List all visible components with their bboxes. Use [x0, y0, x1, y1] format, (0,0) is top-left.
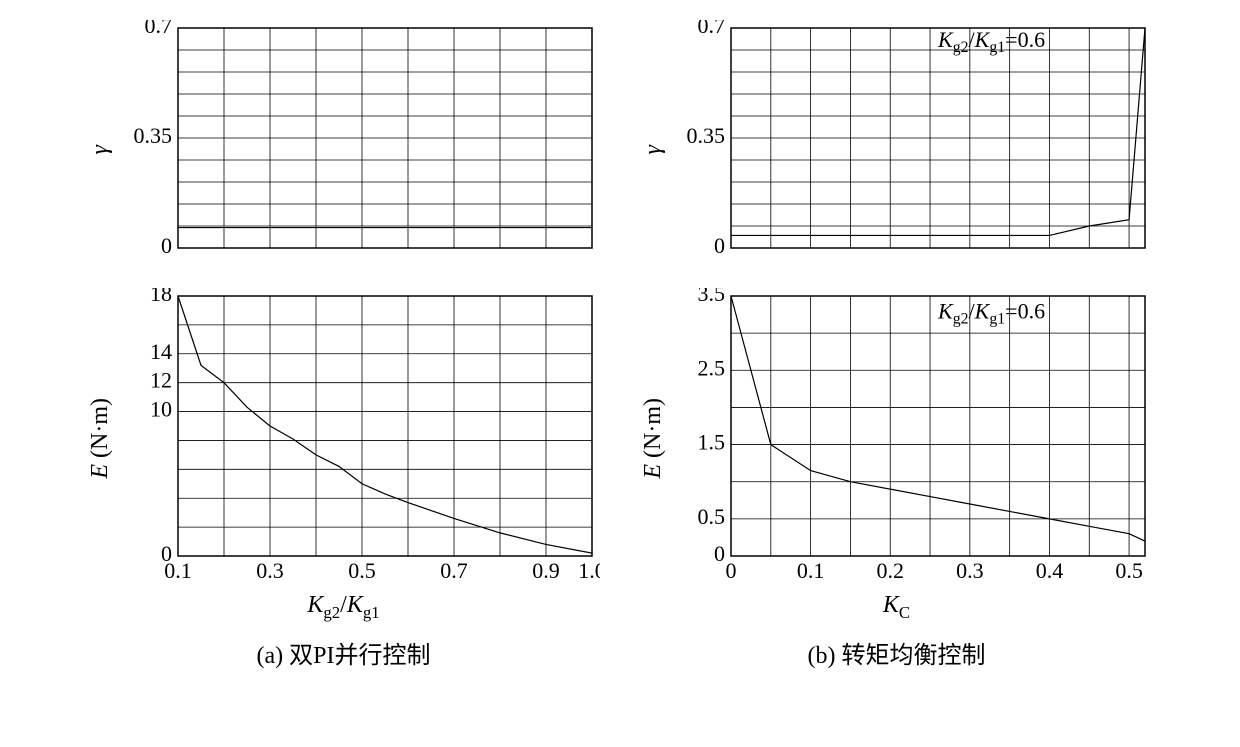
panel-a-top: 0 0.35 0.7: [120, 20, 600, 280]
xlabel-b: KC: [883, 592, 910, 623]
ylabel-a-top: γ: [87, 145, 114, 154]
panel-a-bottom: 0101214180.10.30.50.70.91.0: [120, 288, 600, 588]
svg-text:12: 12: [150, 368, 172, 393]
svg-text:0.35: 0.35: [134, 123, 173, 148]
svg-text:Kg2/Kg1=0.6: Kg2/Kg1=0.6: [937, 27, 1045, 56]
svg-text:0.3: 0.3: [956, 558, 984, 583]
panel-b-bottom: 0 0.5 1.5 2.5 3.5 0 0.1 0.2 0.3 0.4 0.5 Kg2/Kg1=0.6: [673, 288, 1153, 588]
svg-text:0: 0: [726, 558, 737, 583]
svg-text:0.4: 0.4: [1036, 558, 1064, 583]
svg-text:0.5: 0.5: [698, 504, 726, 529]
ylabel-a-bottom: E (N·m): [87, 398, 114, 479]
svg-text:0.5: 0.5: [348, 558, 376, 583]
svg-text:0.3: 0.3: [256, 558, 284, 583]
svg-text:0: 0: [714, 541, 725, 566]
svg-text:0.2: 0.2: [876, 558, 904, 583]
svg-text:0.5: 0.5: [1115, 558, 1143, 583]
panel-a-top-wrap: γ 0 0.35 0.7: [87, 20, 600, 280]
svg-text:0.1: 0.1: [164, 558, 192, 583]
svg-text:0: 0: [161, 233, 172, 258]
svg-text:0.7: 0.7: [440, 558, 468, 583]
svg-text:0: 0: [714, 233, 725, 258]
ylabel-b-top: γ: [640, 145, 667, 154]
figure: γ 0 0.35 0.7 E (N·m) 0 10 12 14 18 0.1 0.3 0.5 0.7…: [20, 20, 1220, 670]
panel-b-top-wrap: γ 0 0.35 0.7 Kg2/Kg1=0.6: [640, 20, 1153, 280]
caption-b: (b) 转矩均衡控制: [808, 635, 986, 670]
ylabel-b-bottom: E (N·m): [640, 398, 667, 479]
xlabel-a: Kg2/Kg1: [307, 592, 379, 623]
svg-text:18: 18: [150, 288, 172, 306]
right-column: γ 0 0.35 0.7 Kg2/Kg1=0.6 E (N·m) 0 0.5 1.5 2.5…: [640, 20, 1153, 670]
svg-text:10: 10: [150, 397, 172, 422]
svg-text:0.9: 0.9: [532, 558, 560, 583]
svg-text:3.5: 3.5: [698, 288, 726, 306]
svg-text:2.5: 2.5: [698, 355, 726, 380]
panel-a-bottom-wrap: E (N·m) 0101214180.10.30.50.70.91.0: [87, 288, 600, 588]
caption-a: (a) 双PI并行控制: [257, 635, 431, 670]
left-column: γ 0 0.35 0.7 E (N·m) 0 10 12 14 18 0.1 0.3 0.5 0.7…: [87, 20, 600, 670]
svg-text:0.7: 0.7: [698, 20, 726, 38]
panel-b-bottom-wrap: E (N·m) 0 0.5 1.5 2.5 3.5 0 0.1 0.2 0.3 0.4 0.5 Kg2…: [640, 288, 1153, 588]
svg-text:1.0: 1.0: [578, 558, 600, 583]
svg-text:0.7: 0.7: [145, 20, 173, 38]
svg-text:0.35: 0.35: [687, 123, 726, 148]
panel-b-top: 0 0.35 0.7 Kg2/Kg1=0.6: [673, 20, 1153, 280]
svg-text:14: 14: [150, 339, 172, 364]
svg-text:Kg2/Kg1=0.6: Kg2/Kg1=0.6: [937, 298, 1045, 327]
svg-text:1.5: 1.5: [698, 430, 726, 455]
svg-text:0.1: 0.1: [797, 558, 825, 583]
